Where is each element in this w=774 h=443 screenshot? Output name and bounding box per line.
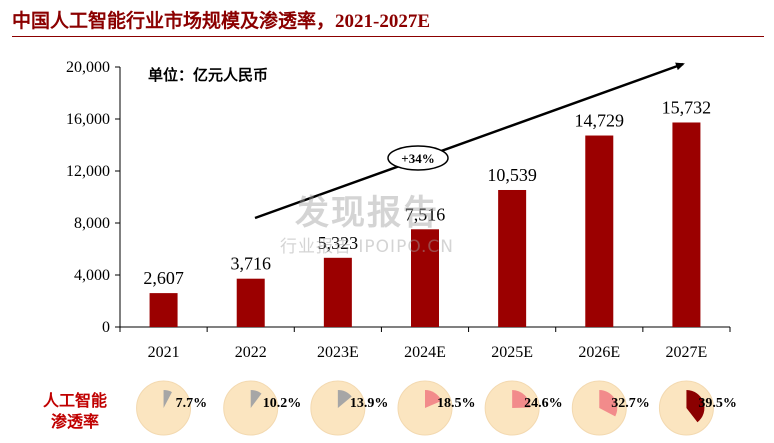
bar-value-label: 5,323 (318, 233, 359, 253)
bar-series: 2,607 2021 3,716 2022 5,323 2023E 7,516 2024E 10… (143, 97, 711, 361)
x-tick-label: 2024E (404, 344, 446, 361)
y-tick-label: 0 (102, 319, 110, 336)
x-tick-label: 2026E (578, 344, 620, 361)
bar-value-label: 7,516 (405, 204, 446, 224)
page-title: 中国人工智能行业市场规模及渗透率，2021-2027E (12, 6, 430, 33)
pie-slice-2024E (425, 390, 442, 408)
bar-2026E (585, 135, 614, 327)
bar-value-label: 3,716 (230, 254, 271, 274)
pie-value-label: 32.7% (611, 396, 650, 411)
pie-slice-2023E (337, 390, 352, 408)
pie-value-label: 24.6% (524, 396, 563, 411)
y-tick-label: 20,000 (66, 59, 110, 76)
title-divider (12, 36, 764, 37)
pie-value-label: 13.9% (350, 396, 389, 411)
pie-slice-2026E (599, 390, 618, 417)
pie-slice-2022 (250, 390, 262, 408)
growth-label: +34% (401, 151, 434, 166)
bar-2025E (498, 189, 527, 327)
growth-arrow (254, 62, 685, 220)
pie-slice-2027E (686, 390, 705, 423)
pie-value-label: 18.5% (437, 396, 476, 411)
x-tick-label: 2025E (491, 344, 533, 361)
bar-2021 (149, 293, 178, 327)
bar-value-label: 15,732 (662, 97, 712, 117)
title-text: 中国人工智能行业市场规模及渗透率， (12, 10, 336, 32)
growth-badge (387, 145, 449, 171)
bar-value-label: 14,729 (575, 111, 625, 131)
y-tick-label: 12,000 (66, 163, 110, 180)
y-tick-label: 4,000 (74, 267, 110, 284)
title-years: 2021-2027E (335, 11, 431, 32)
pie-slice-2021 (163, 390, 172, 408)
bar-2022 (236, 278, 265, 327)
x-tick-label: 2023E (317, 344, 359, 361)
x-tick-label: 2027E (666, 344, 708, 361)
penetration-label-line1: 人工智能 (42, 391, 107, 410)
bar-2024E (411, 229, 439, 327)
x-tick-label: 2021 (148, 344, 180, 361)
bar-value-label: 10,539 (487, 165, 537, 185)
penetration-label-line2: 渗透率 (50, 412, 99, 431)
bar-value-label: 2,607 (143, 268, 184, 288)
pie-value-label: 39.5% (698, 396, 737, 411)
unit-label: 单位：亿元人民币 (148, 66, 269, 84)
pie-slice-2025E (512, 390, 531, 408)
y-tick-label: 16,000 (66, 111, 110, 128)
penetration-pies: 7.7% 10.2% 13.9% 18.5% 24.6% 32.7% 39.5% (136, 380, 737, 436)
pie-value-label: 10.2% (263, 396, 302, 411)
penetration-label: 人工智能 渗透率 (30, 390, 120, 432)
x-tick-label: 2022 (235, 344, 267, 361)
y-tick-label: 8,000 (74, 215, 110, 232)
pie-value-label: 7.7% (176, 396, 208, 411)
bar-2027E (672, 122, 701, 327)
bar-2023E (323, 257, 352, 327)
